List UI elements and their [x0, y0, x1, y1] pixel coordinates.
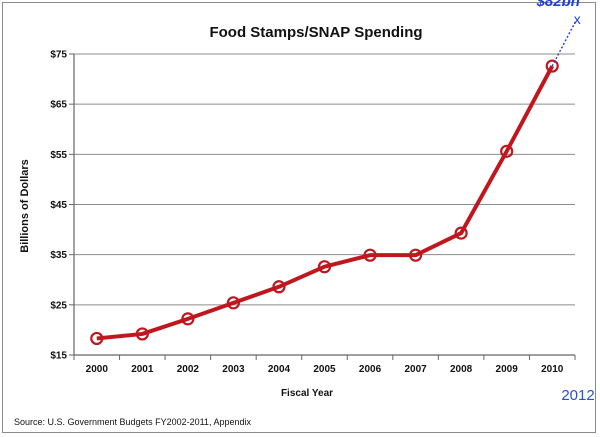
series-line	[96, 65, 554, 341]
x-tick-label: 2006	[359, 364, 382, 375]
x-tick-label: 2009	[496, 364, 519, 375]
x-tick-label: 2005	[313, 364, 336, 375]
data-point	[363, 248, 377, 262]
data-point	[500, 144, 514, 158]
y-tick-label: $15	[50, 351, 67, 362]
x-tick-label: 2003	[222, 364, 245, 375]
x-tick-label: 2000	[86, 364, 109, 375]
data-point	[454, 226, 468, 240]
data-point	[135, 327, 149, 341]
projection: x$82bn 2012	[536, 0, 595, 404]
gridlines	[69, 53, 575, 356]
series-spending	[90, 59, 559, 346]
y-tick-label: $35	[50, 250, 67, 261]
y-tick-label: $55	[50, 150, 67, 161]
data-point	[317, 260, 332, 274]
y-tick-label: $75	[50, 50, 67, 61]
y-tick-label: $45	[50, 200, 67, 211]
x-tick-label: 2008	[450, 364, 473, 375]
projection-marker: x	[574, 11, 581, 27]
x-axis-label: Fiscal Year	[281, 388, 333, 399]
y-tick-label: $65	[50, 100, 67, 111]
x-tick-labels: 2000 2001 2002 2003 2004 2005 2006 2007 2008 2009…	[86, 364, 564, 375]
data-point	[272, 280, 286, 294]
x-tick-label: 2007	[404, 364, 427, 375]
x-tick-label: 2004	[268, 364, 291, 375]
y-tick-labels: $15 $25 $35 $45 $55 $65 $75	[50, 50, 67, 362]
data-point	[181, 312, 195, 326]
x-tick-label: 2010	[541, 364, 564, 375]
projection-year-label: 2012	[561, 387, 594, 404]
data-point	[408, 248, 423, 262]
x-tick-label: 2001	[131, 364, 154, 375]
chart-frame	[2, 2, 596, 433]
chart-title: Food Stamps/SNAP Spending	[209, 24, 422, 41]
data-point	[545, 59, 559, 73]
x-tick-label: 2002	[177, 364, 200, 375]
projection-line	[551, 21, 576, 67]
y-tick-label: $25	[50, 300, 67, 311]
data-point	[226, 296, 241, 310]
projection-value-label: $82bn	[536, 0, 580, 10]
axes	[73, 54, 576, 360]
source-note: Source: U.S. Government Budgets FY2002-2…	[14, 417, 251, 427]
data-point	[90, 331, 104, 346]
y-axis-label: Billions of Dollars	[19, 159, 31, 253]
